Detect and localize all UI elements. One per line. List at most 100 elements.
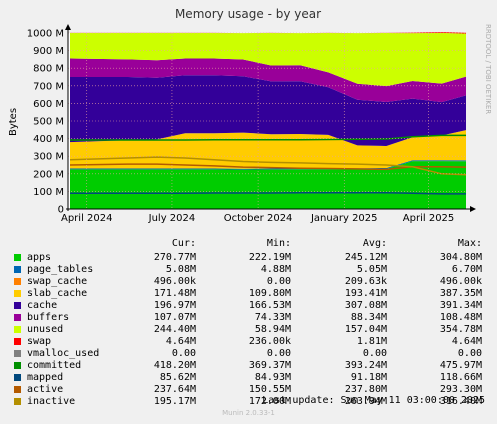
legend-value-avg: 193.41M (344, 288, 387, 299)
area-buffers (70, 58, 466, 103)
legend-label: apps (27, 252, 52, 263)
line-committed (70, 134, 466, 141)
legend-swatch (14, 290, 21, 297)
area-page_tables (70, 160, 466, 170)
area-apps (70, 161, 466, 209)
generator-label: Munin 2.0.33-1 (222, 409, 275, 417)
legend-row-inactive: inactive 195.17M 172.00M 263.94M 316.40M (0, 396, 497, 408)
legend-swatch (14, 254, 21, 261)
legend-value-max: 475.97M (439, 360, 482, 371)
y-tick-label: 900 M (33, 46, 64, 57)
legend-value-min: 166.53M (248, 300, 291, 311)
legend-value-cur: 85.62M (159, 372, 196, 383)
y-tick-label: 500 M (33, 117, 64, 128)
legend-row-swap: swap 4.64M 236.00k 1.81M 4.64M (0, 336, 497, 348)
legend-swatch (14, 386, 21, 393)
area-unused (70, 32, 466, 87)
legend-value-max: 118.66M (439, 372, 482, 383)
legend-swatch (14, 374, 21, 381)
legend-value-cur: 0.00 (171, 348, 196, 359)
legend-swatch (14, 326, 21, 333)
legend-value-min: 74.33M (254, 312, 291, 323)
legend-value-max: 304.80M (439, 252, 482, 263)
legend-value-min: 0.00 (266, 348, 291, 359)
legend-swatch (14, 266, 21, 273)
legend-value-avg: 263.94M (344, 396, 387, 407)
y-tick-label: 100 M (33, 187, 64, 198)
legend-value-min: 109.80M (248, 288, 291, 299)
legend-value-avg: 209.63k (344, 276, 387, 287)
legend-value-avg: 157.04M (344, 324, 387, 335)
legend-value-min: 172.00M (248, 396, 291, 407)
legend-value-avg: 307.08M (344, 300, 387, 311)
legend-value-min: 369.37M (248, 360, 291, 371)
line-mapped (70, 192, 466, 195)
legend-row-mapped: mapped 85.62M 84.93M 91.18M 118.66M (0, 372, 497, 384)
legend-value-max: 6.70M (451, 264, 482, 275)
legend-value-max: 316.40M (439, 396, 482, 407)
legend-value-min: 150.55M (248, 384, 291, 395)
x-axis-arrow (470, 206, 476, 212)
legend-label: unused (27, 324, 64, 335)
legend-label: swap_cache (27, 276, 88, 287)
legend-header-cur: Cur: (171, 238, 196, 249)
y-tick-label: 1000 M (27, 29, 64, 40)
legend-value-max: 293.30M (439, 384, 482, 395)
legend-label: mapped (27, 372, 64, 383)
legend-swatch (14, 278, 21, 285)
legend-label: cache (27, 300, 58, 311)
legend-row-committed: committed 418.20M 369.37M 393.24M 475.97M (0, 360, 497, 372)
legend-row-apps: apps 270.77M 222.19M 245.12M 304.80M (0, 252, 497, 264)
legend-row-active: active 237.64M 150.55M 237.80M 293.30M (0, 384, 497, 396)
legend-value-cur: 196.97M (153, 300, 196, 311)
legend-value-avg: 0.00 (362, 348, 387, 359)
legend-value-max: 108.48M (439, 312, 482, 323)
y-axis-arrow (65, 24, 71, 30)
legend-value-cur: 496.00k (153, 276, 196, 287)
legend-value-max: 4.64M (451, 336, 482, 347)
legend-value-cur: 107.07M (153, 312, 196, 323)
y-tick-layer: 0 100 M 200 M 300 M 400 M 500 M 600 M 700 M 800 … (27, 29, 64, 216)
x-tick-label: April 2025 (403, 213, 454, 224)
legend-header-max: Max: (457, 238, 482, 249)
y-tick-label: 800 M (33, 64, 64, 75)
legend-value-max: 0.00 (457, 348, 482, 359)
legend-label: inactive (27, 396, 76, 407)
legend-label: slab_cache (27, 288, 88, 299)
x-tick-layer: April 2024 July 2024 October 2024 January 2… (61, 213, 454, 224)
legend-swatch (14, 350, 21, 357)
legend-swatch (14, 362, 21, 369)
legend-label: buffers (27, 312, 70, 323)
legend-value-avg: 1.81M (356, 336, 387, 347)
legend-value-avg: 237.80M (344, 384, 387, 395)
legend-value-max: 354.78M (439, 324, 482, 335)
x-tick-label: July 2024 (148, 213, 196, 224)
y-tick-label: 300 M (33, 152, 64, 163)
legend-value-cur: 418.20M (153, 360, 196, 371)
legend-value-min: 0.00 (266, 276, 291, 287)
legend-row-page_tables: page_tables 5.08M 4.88M 5.05M 6.70M (0, 264, 497, 276)
legend-value-cur: 4.64M (165, 336, 196, 347)
x-tick-label: January 2025 (310, 213, 378, 224)
legend-row-swap_cache: swap_cache 496.00k 0.00 209.63k 496.00k (0, 276, 497, 288)
legend-swatch (14, 314, 21, 321)
legend-label: vmalloc_used (27, 348, 100, 359)
legend-value-min: 4.88M (260, 264, 291, 275)
memory-chart: Memory usage - by year Bytes RRDTOOL / T… (8, 7, 492, 224)
legend-value-cur: 244.40M (153, 324, 196, 335)
legend-label: committed (27, 360, 82, 371)
y-tick-label: 200 M (33, 169, 64, 180)
chart-title: Memory usage - by year (175, 7, 321, 21)
y-tick-label: 400 M (33, 134, 64, 145)
legend-value-cur: 195.17M (153, 396, 196, 407)
legend-header-min: Min: (266, 238, 291, 249)
legend-value-max: 496.00k (439, 276, 482, 287)
legend-label: swap (27, 336, 52, 347)
legend-value-min: 236.00k (248, 336, 291, 347)
legend-value-avg: 88.34M (350, 312, 387, 323)
area-layer (70, 32, 466, 209)
legend-value-cur: 237.64M (153, 384, 196, 395)
x-tick-label: April 2024 (61, 213, 112, 224)
line-inactive (69, 156, 467, 176)
legend-label: active (27, 384, 64, 395)
